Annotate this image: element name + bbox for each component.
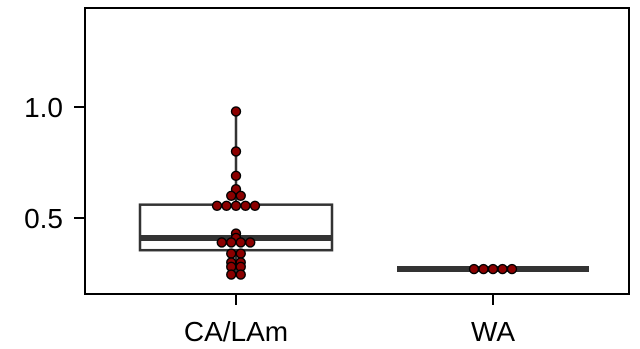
point-ca-lam-23 [226,269,237,280]
point-wa-4 [506,263,518,275]
point-ca-lam-14 [226,237,237,248]
point-ca-lam-18 [235,248,246,259]
point-ca-lam-6 [211,200,223,211]
point-ca-lam-13 [216,237,227,248]
point-ca-lam-8 [230,200,242,211]
y-tick-label-0: 0.5 [24,203,63,234]
point-ca-lam-17 [226,248,237,259]
plot-marks [138,106,589,280]
point-ca-lam-0 [230,106,242,117]
point-wa-2 [487,263,499,275]
point-ca-lam-2 [230,170,242,182]
plot-frame [84,7,630,295]
point-ca-lam-10 [249,200,261,211]
x-tick-label-1: WA [471,316,515,347]
point-ca-lam-7 [221,200,232,211]
point-wa-1 [478,263,489,275]
point-ca-lam-5 [235,190,246,202]
point-ca-lam-24 [235,269,246,280]
point-wa-0 [468,263,480,275]
y-tick-label-1: 1.0 [24,92,63,123]
point-ca-lam-16 [245,237,256,248]
x-axis: CA/LAm WA [184,294,515,347]
point-wa-3 [497,263,508,275]
point-ca-lam-9 [240,200,251,211]
point-ca-lam-1 [230,146,242,157]
point-ca-lam-4 [226,190,237,202]
point-ca-lam-15 [235,237,246,248]
y-axis: 1.0 0.5 [24,92,85,234]
x-tick-label-0: CA/LAm [184,316,288,347]
